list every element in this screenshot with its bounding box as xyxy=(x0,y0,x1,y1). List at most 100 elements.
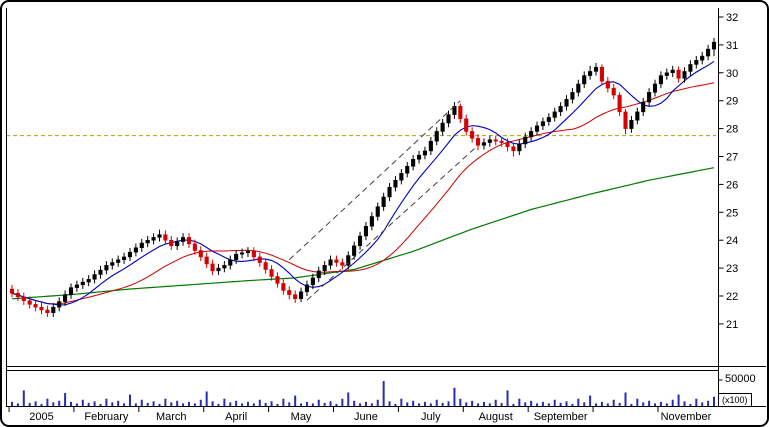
volume-bar xyxy=(541,401,544,406)
volume-bar xyxy=(695,398,698,406)
candle-body xyxy=(617,94,622,113)
candle-body xyxy=(688,64,693,72)
candle-body xyxy=(446,114,451,124)
volume-bar xyxy=(494,399,497,406)
candle-body xyxy=(664,72,669,76)
volume-bar xyxy=(11,401,13,406)
volume-bar xyxy=(364,401,367,406)
volume-bar xyxy=(665,403,668,406)
price-axis-label: 27 xyxy=(726,152,738,164)
candle-body xyxy=(98,269,103,275)
candle-body xyxy=(192,243,197,251)
candle-body xyxy=(251,251,256,258)
candle-body xyxy=(416,154,422,160)
candle-body xyxy=(564,99,569,107)
volume-bar xyxy=(659,401,662,406)
candle-body xyxy=(647,92,652,103)
candle-body xyxy=(352,245,357,256)
candle-body xyxy=(599,66,604,82)
volume-bar xyxy=(300,403,303,406)
volume-bar xyxy=(441,402,444,406)
price-axis-label: 24 xyxy=(726,235,738,247)
volume-bar xyxy=(252,403,255,406)
volume-bar xyxy=(105,398,108,406)
candle-body xyxy=(139,242,144,248)
candle-body xyxy=(534,125,540,132)
volume-bar xyxy=(170,402,173,406)
volume-bar xyxy=(347,392,350,406)
volume-bar xyxy=(123,403,126,406)
volume-bar xyxy=(370,403,373,406)
candle-body xyxy=(163,234,168,241)
candle-body xyxy=(387,186,392,198)
price-axis-label: 28 xyxy=(726,124,738,136)
volume-bar xyxy=(482,401,485,406)
candle-body xyxy=(299,291,304,300)
candle-body xyxy=(405,166,410,174)
candle-body xyxy=(263,262,268,270)
candle-body xyxy=(358,235,363,247)
trend-channel-line xyxy=(306,144,479,301)
month-label: April xyxy=(225,411,247,423)
volume-bar xyxy=(359,403,362,406)
volume-bar xyxy=(583,402,586,406)
volume-bar xyxy=(235,400,238,406)
candle-body xyxy=(481,142,486,146)
candle-body xyxy=(411,159,416,167)
candle-body xyxy=(33,304,38,308)
candle-body xyxy=(422,150,427,156)
candle-body xyxy=(652,83,658,93)
candle-body xyxy=(51,306,56,313)
volume-bar xyxy=(305,401,308,406)
month-label: September xyxy=(534,411,588,423)
volume-bar xyxy=(406,402,409,406)
volume-bar xyxy=(471,400,474,406)
volume-bar xyxy=(453,387,456,406)
volume-bar xyxy=(182,403,185,406)
volume-bar xyxy=(530,400,533,406)
candle-body xyxy=(458,106,463,120)
volume-bar xyxy=(111,402,114,406)
candle-body xyxy=(593,66,599,72)
candle-body xyxy=(222,265,227,269)
volume-bar xyxy=(134,403,137,406)
candle-body xyxy=(316,270,321,279)
volume-bar xyxy=(713,396,715,406)
candle-body xyxy=(694,59,699,65)
candle-body xyxy=(570,92,575,100)
candle-body xyxy=(39,306,44,311)
candle-body xyxy=(470,131,475,139)
volume-bar xyxy=(128,394,131,406)
candle-body xyxy=(676,69,681,79)
candle-body xyxy=(86,279,91,283)
volume-bar xyxy=(158,403,161,406)
candle-body xyxy=(151,237,156,241)
candle-body xyxy=(511,146,516,152)
candle-body xyxy=(240,252,245,255)
candle-body xyxy=(493,139,498,142)
candle-body xyxy=(517,143,522,152)
candle-body xyxy=(558,106,563,113)
volume-bar xyxy=(553,399,556,406)
volume-bar xyxy=(69,401,72,406)
candle-body xyxy=(375,206,380,217)
candle-body xyxy=(304,284,310,293)
volume-bar xyxy=(654,403,657,406)
volume-bar xyxy=(217,403,220,406)
price-axis-label: 26 xyxy=(726,179,738,191)
candle-body xyxy=(328,259,333,266)
price-axis-label: 21 xyxy=(726,319,738,331)
volume-bar xyxy=(524,402,527,406)
ma-short-blue-line xyxy=(11,61,715,306)
volume-bar xyxy=(335,403,338,406)
volume-bar xyxy=(589,395,592,406)
candle-body xyxy=(127,251,133,258)
volume-bar xyxy=(565,401,568,406)
volume-bar xyxy=(264,402,267,406)
candle-body xyxy=(45,309,50,313)
volume-bar xyxy=(376,399,379,406)
volume-bar xyxy=(547,403,550,406)
candle-body xyxy=(275,276,280,284)
candle-body xyxy=(74,284,79,288)
